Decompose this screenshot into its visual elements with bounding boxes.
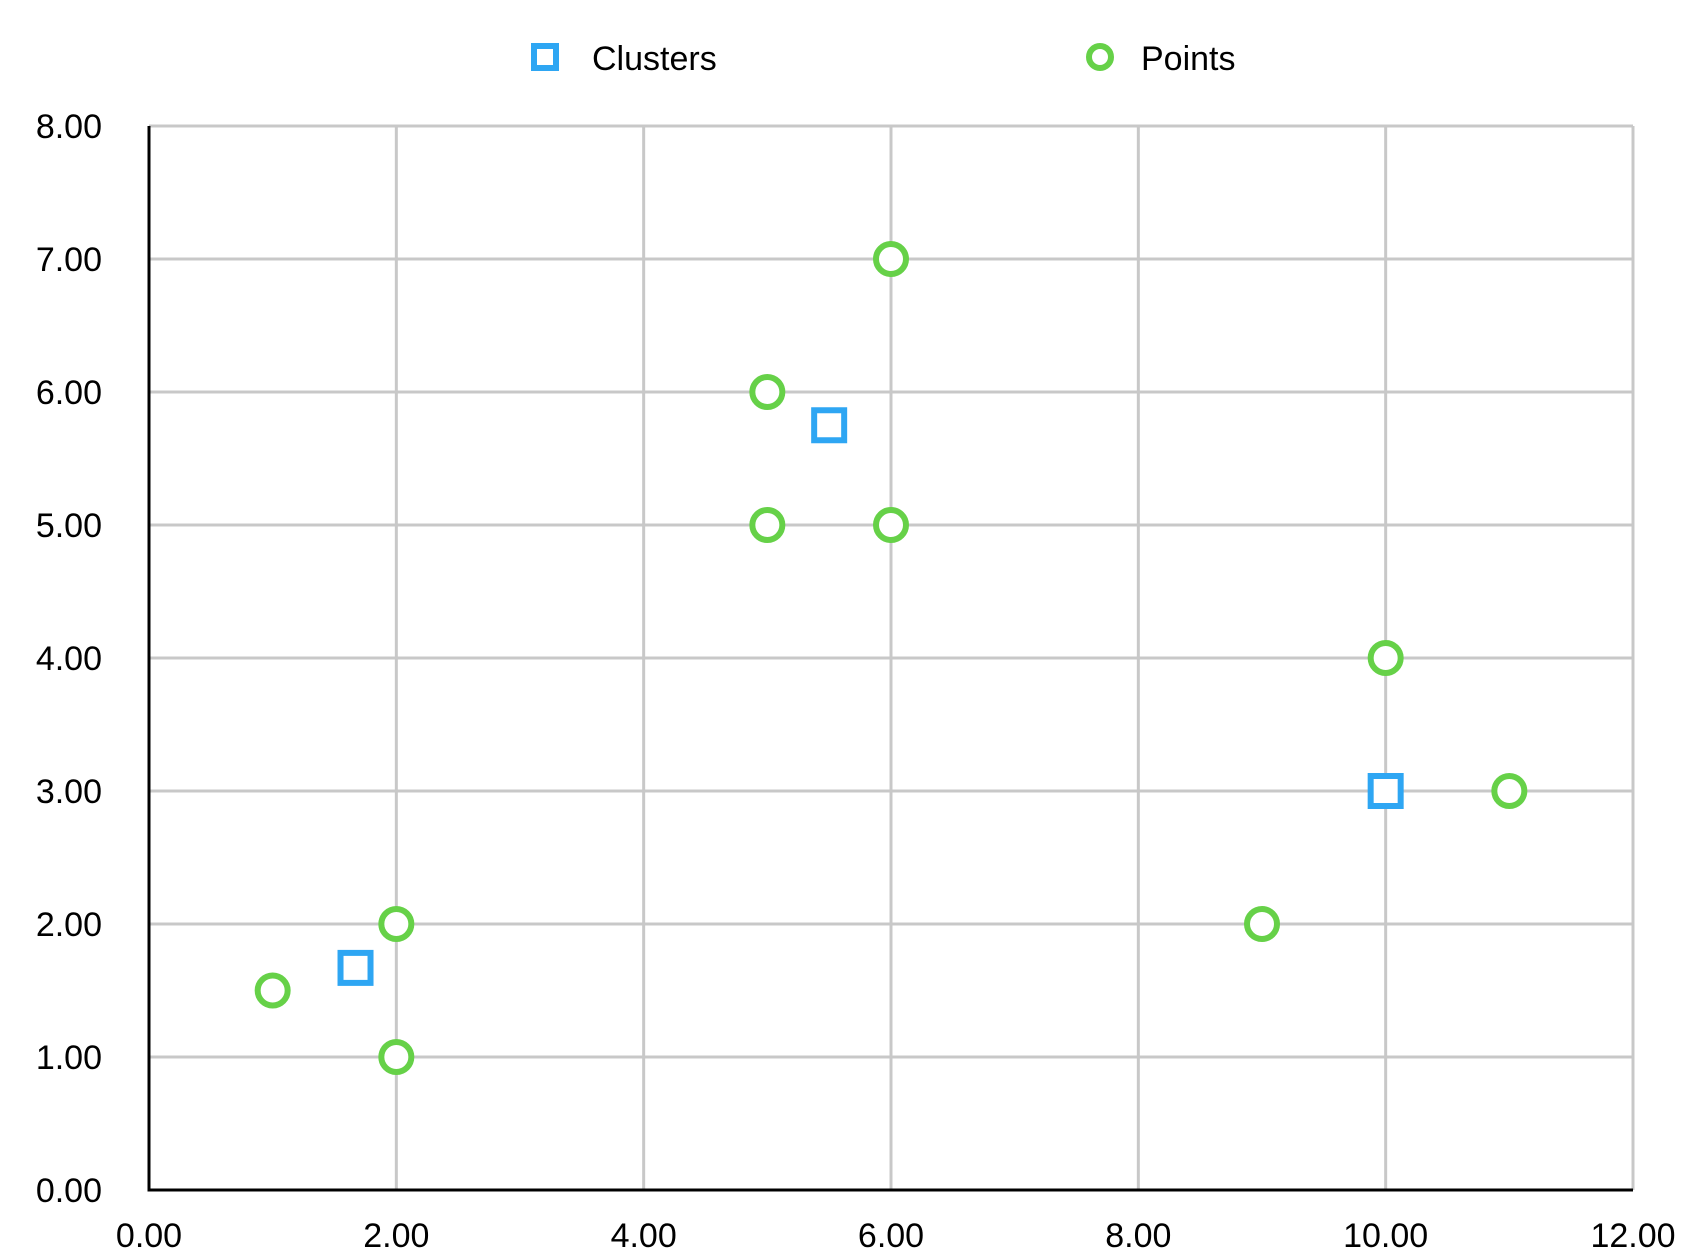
x-tick-label: 10.00 (1343, 1217, 1428, 1255)
clusters-point[interactable] (1367, 773, 1404, 809)
points-point[interactable] (749, 507, 786, 543)
x-tick-label: 8.00 (1105, 1217, 1171, 1255)
points-point[interactable] (749, 374, 786, 410)
y-tick-label: 1.00 (36, 1039, 102, 1077)
legend-points-label: Points (1141, 40, 1236, 78)
points-point[interactable] (378, 906, 415, 942)
x-axis-tick-labels: 0.00 2.00 4.00 6.00 8.00 10.00 12.00 (116, 1217, 1676, 1255)
y-tick-label: 5.00 (36, 507, 102, 545)
series-layer (254, 241, 1528, 1075)
legend-clusters-marker (531, 43, 559, 71)
y-tick-label: 7.00 (36, 241, 102, 279)
legend-item-clusters[interactable]: Clusters (531, 40, 717, 78)
points-point[interactable] (1244, 906, 1280, 942)
x-tick-label: 4.00 (611, 1217, 677, 1255)
legend-item-points[interactable]: Points (1086, 40, 1236, 78)
x-tick-label: 6.00 (858, 1217, 924, 1255)
y-tick-label: 6.00 (36, 374, 102, 412)
clusters-point[interactable] (811, 407, 848, 444)
y-tick-label: 0.00 (36, 1172, 102, 1210)
points-point[interactable] (1491, 773, 1528, 809)
points-point[interactable] (873, 241, 909, 277)
y-axis-tick-labels: 0.00 1.00 2.00 3.00 4.00 5.00 6.00 7.00 8.00 (36, 108, 102, 1210)
x-tick-label: 2.00 (363, 1217, 429, 1255)
points-point[interactable] (254, 972, 291, 1009)
axes (147, 126, 1633, 1192)
x-tick-label: 0.00 (116, 1217, 182, 1255)
y-tick-label: 8.00 (36, 108, 102, 146)
points-point[interactable] (1367, 640, 1404, 676)
y-tick-label: 4.00 (36, 640, 102, 678)
x-tick-label: 12.00 (1590, 1217, 1675, 1255)
legend-clusters-label: Clusters (592, 40, 717, 78)
y-tick-label: 3.00 (36, 773, 102, 811)
y-tick-label: 2.00 (36, 906, 102, 944)
legend-points-marker (1086, 43, 1114, 71)
points-point[interactable] (378, 1039, 415, 1075)
points-point[interactable] (873, 507, 909, 543)
grid (149, 124, 1635, 1190)
legend: Clusters Points (531, 40, 1236, 78)
clusters-point[interactable] (337, 949, 374, 986)
